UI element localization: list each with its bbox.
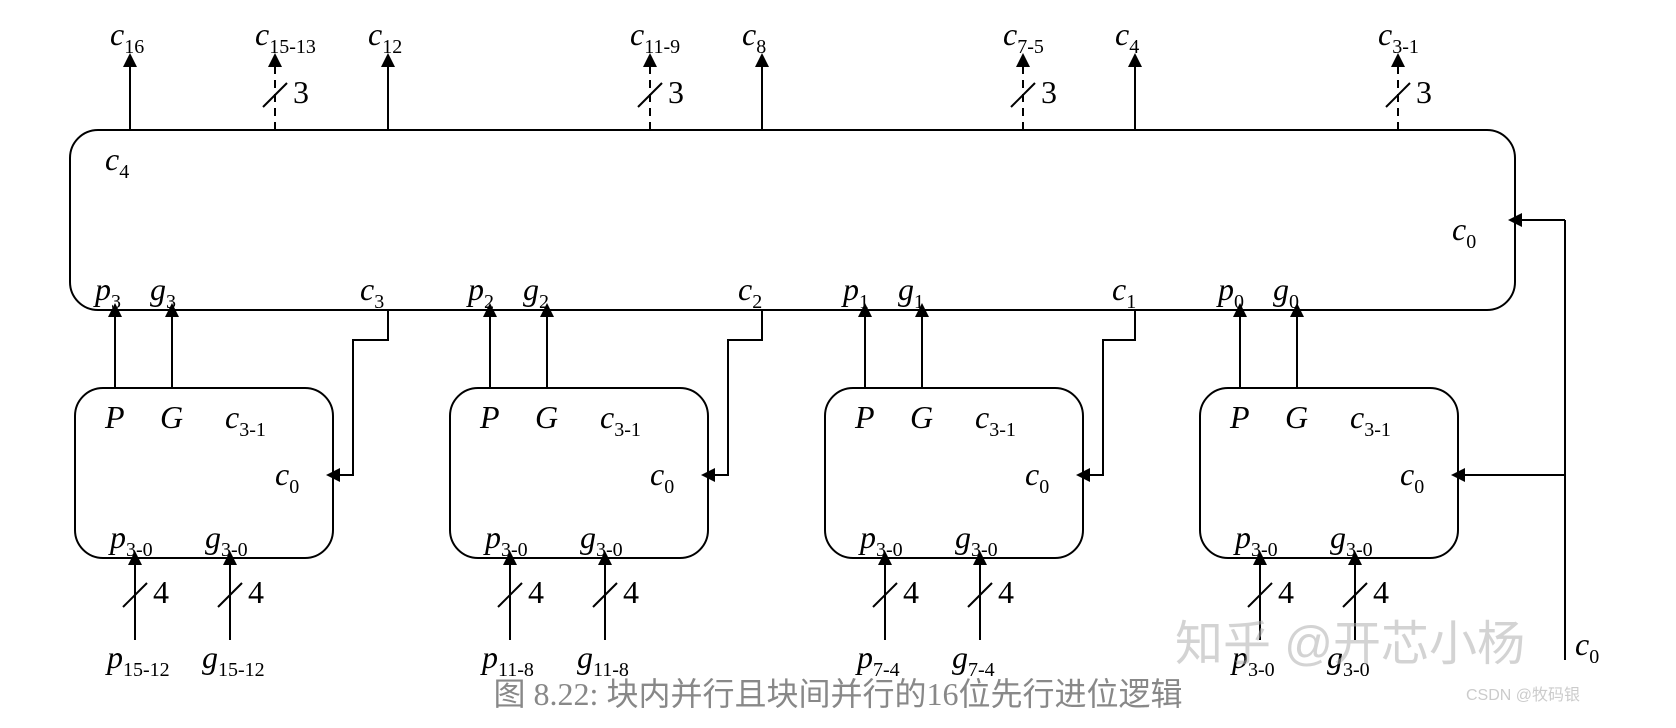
svg-text:g11-8: g11-8 — [577, 639, 629, 681]
svg-text:g3-0: g3-0 — [580, 519, 623, 561]
svg-text:c11-9: c11-9 — [630, 16, 680, 58]
svg-text:G: G — [535, 399, 558, 435]
svg-text:p1: p1 — [841, 271, 869, 313]
svg-text:p15-12: p15-12 — [105, 639, 170, 681]
svg-text:g1: g1 — [898, 271, 924, 313]
svg-text:p3-0: p3-0 — [483, 519, 528, 561]
svg-text:c3-1: c3-1 — [1350, 399, 1391, 441]
svg-text:p3-0: p3-0 — [1233, 519, 1278, 561]
svg-text:图 8.22: 块内并行且块间并行的16位先行进位逻辑: 图 8.22: 块内并行且块间并行的16位先行进位逻辑 — [494, 676, 1183, 712]
svg-text:G: G — [160, 399, 183, 435]
svg-text:CSDN @牧码银: CSDN @牧码银 — [1466, 686, 1580, 704]
svg-text:G: G — [1285, 399, 1308, 435]
svg-text:c4: c4 — [1115, 16, 1139, 58]
svg-text:P: P — [854, 399, 875, 435]
svg-text:g0: g0 — [1273, 271, 1299, 313]
svg-text:P: P — [1229, 399, 1250, 435]
svg-text:4: 4 — [153, 574, 169, 610]
svg-text:p7-4: p7-4 — [855, 639, 900, 681]
svg-text:p11-8: p11-8 — [480, 639, 534, 681]
svg-text:4: 4 — [1373, 574, 1389, 610]
svg-text:c16: c16 — [110, 16, 144, 58]
svg-text:4: 4 — [248, 574, 264, 610]
svg-text:3: 3 — [1041, 74, 1057, 110]
svg-text:3: 3 — [293, 74, 309, 110]
svg-text:c3-1: c3-1 — [1378, 16, 1419, 58]
svg-text:3: 3 — [1416, 74, 1432, 110]
svg-text:3: 3 — [668, 74, 684, 110]
svg-text:c7-5: c7-5 — [1003, 16, 1044, 58]
svg-text:g15-12: g15-12 — [202, 639, 265, 681]
svg-text:c4: c4 — [105, 141, 129, 183]
svg-text:4: 4 — [903, 574, 919, 610]
svg-text:c12: c12 — [368, 16, 402, 58]
svg-text:4: 4 — [623, 574, 639, 610]
svg-text:g7-4: g7-4 — [952, 639, 995, 681]
svg-text:g3-0: g3-0 — [205, 519, 248, 561]
svg-text:知乎 @开芯小杨: 知乎 @开芯小杨 — [1175, 618, 1525, 671]
svg-text:p0: p0 — [1216, 271, 1244, 313]
svg-text:4: 4 — [1278, 574, 1294, 610]
svg-text:g2: g2 — [523, 271, 549, 313]
svg-text:c0: c0 — [1025, 456, 1049, 498]
svg-text:c3-1: c3-1 — [600, 399, 641, 441]
svg-text:4: 4 — [998, 574, 1014, 610]
svg-text:c0: c0 — [650, 456, 674, 498]
svg-text:c15-13: c15-13 — [255, 16, 316, 58]
svg-text:c3-1: c3-1 — [225, 399, 266, 441]
svg-text:p2: p2 — [466, 271, 494, 313]
svg-text:c0: c0 — [1452, 211, 1476, 253]
svg-text:G: G — [910, 399, 933, 435]
diagram-canvas: c4 c0 c16 c15-13 3 c12 c11-9 3 c8 c7-5 3 c4 c3-1 3 p3 g… — [0, 0, 1676, 728]
svg-text:4: 4 — [528, 574, 544, 610]
svg-text:g3: g3 — [150, 271, 176, 313]
svg-text:p3-0: p3-0 — [858, 519, 903, 561]
svg-text:g3-0: g3-0 — [1330, 519, 1373, 561]
svg-text:P: P — [479, 399, 500, 435]
svg-text:p3-0: p3-0 — [108, 519, 153, 561]
svg-text:c1: c1 — [1112, 271, 1136, 313]
diagram-root: c4 c0 c16 c15-13 3 c12 c11-9 3 c8 c7-5 3 c4 c3-1 3 p3 g… — [70, 16, 1599, 712]
svg-text:c3-1: c3-1 — [975, 399, 1016, 441]
svg-text:c0: c0 — [275, 456, 299, 498]
svg-text:c3: c3 — [360, 271, 384, 313]
svg-text:c2: c2 — [738, 271, 762, 313]
svg-text:P: P — [104, 399, 125, 435]
svg-text:c0: c0 — [1575, 626, 1599, 668]
svg-text:c8: c8 — [742, 16, 766, 58]
svg-text:g3-0: g3-0 — [955, 519, 998, 561]
svg-text:c0: c0 — [1400, 456, 1424, 498]
svg-text:p3: p3 — [93, 271, 121, 313]
